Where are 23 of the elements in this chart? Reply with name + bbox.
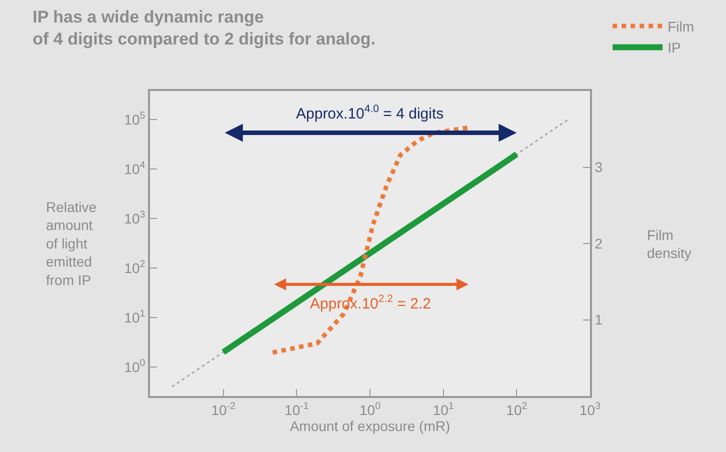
x-axis-title: Amount of exposure (mR) — [290, 418, 450, 434]
legend-label: IP — [668, 40, 681, 56]
y-tick-label: 10$^{2}$ — [124, 259, 146, 276]
y-tick-label: 10$^{3}$ — [124, 210, 146, 227]
chart-title: IP has a wide dynamic range of 4 digits compared to 2 digits for analog. — [32, 8, 376, 49]
y-tick-label: 10$^{0}$ — [124, 358, 146, 375]
x-tick-label: 10$^{-1}$ — [284, 400, 309, 418]
y-tick-label: 10$^{4}$ — [124, 160, 146, 178]
x-tick-label: 10$^{0}$ — [359, 400, 382, 418]
y-tick-label: 10$^{5}$ — [124, 110, 146, 128]
y-tick-label: 10$^{1}$ — [124, 308, 146, 326]
y2-tick-label: 3 — [594, 159, 603, 176]
y-axis-title: Relative amount of light emitted from IP — [46, 199, 97, 288]
annotation: Approx.10$^{4.0}$ = 4 digits — [296, 103, 444, 122]
y2-axis-title: Film density — [647, 227, 692, 262]
legend-label: Film — [668, 18, 694, 34]
y2-tick-label: 1 — [594, 312, 603, 328]
x-tick-label: 10$^{3}$ — [579, 400, 602, 418]
y2-tick-label: 2 — [594, 235, 603, 252]
annotation: Approx.10$^{2.2}$ = 2.2 — [310, 293, 431, 312]
x-tick-label: 10$^{-2}$ — [211, 400, 236, 418]
x-tick-label: 10$^{1}$ — [432, 400, 454, 418]
x-tick-label: 10$^{2}$ — [506, 400, 528, 418]
